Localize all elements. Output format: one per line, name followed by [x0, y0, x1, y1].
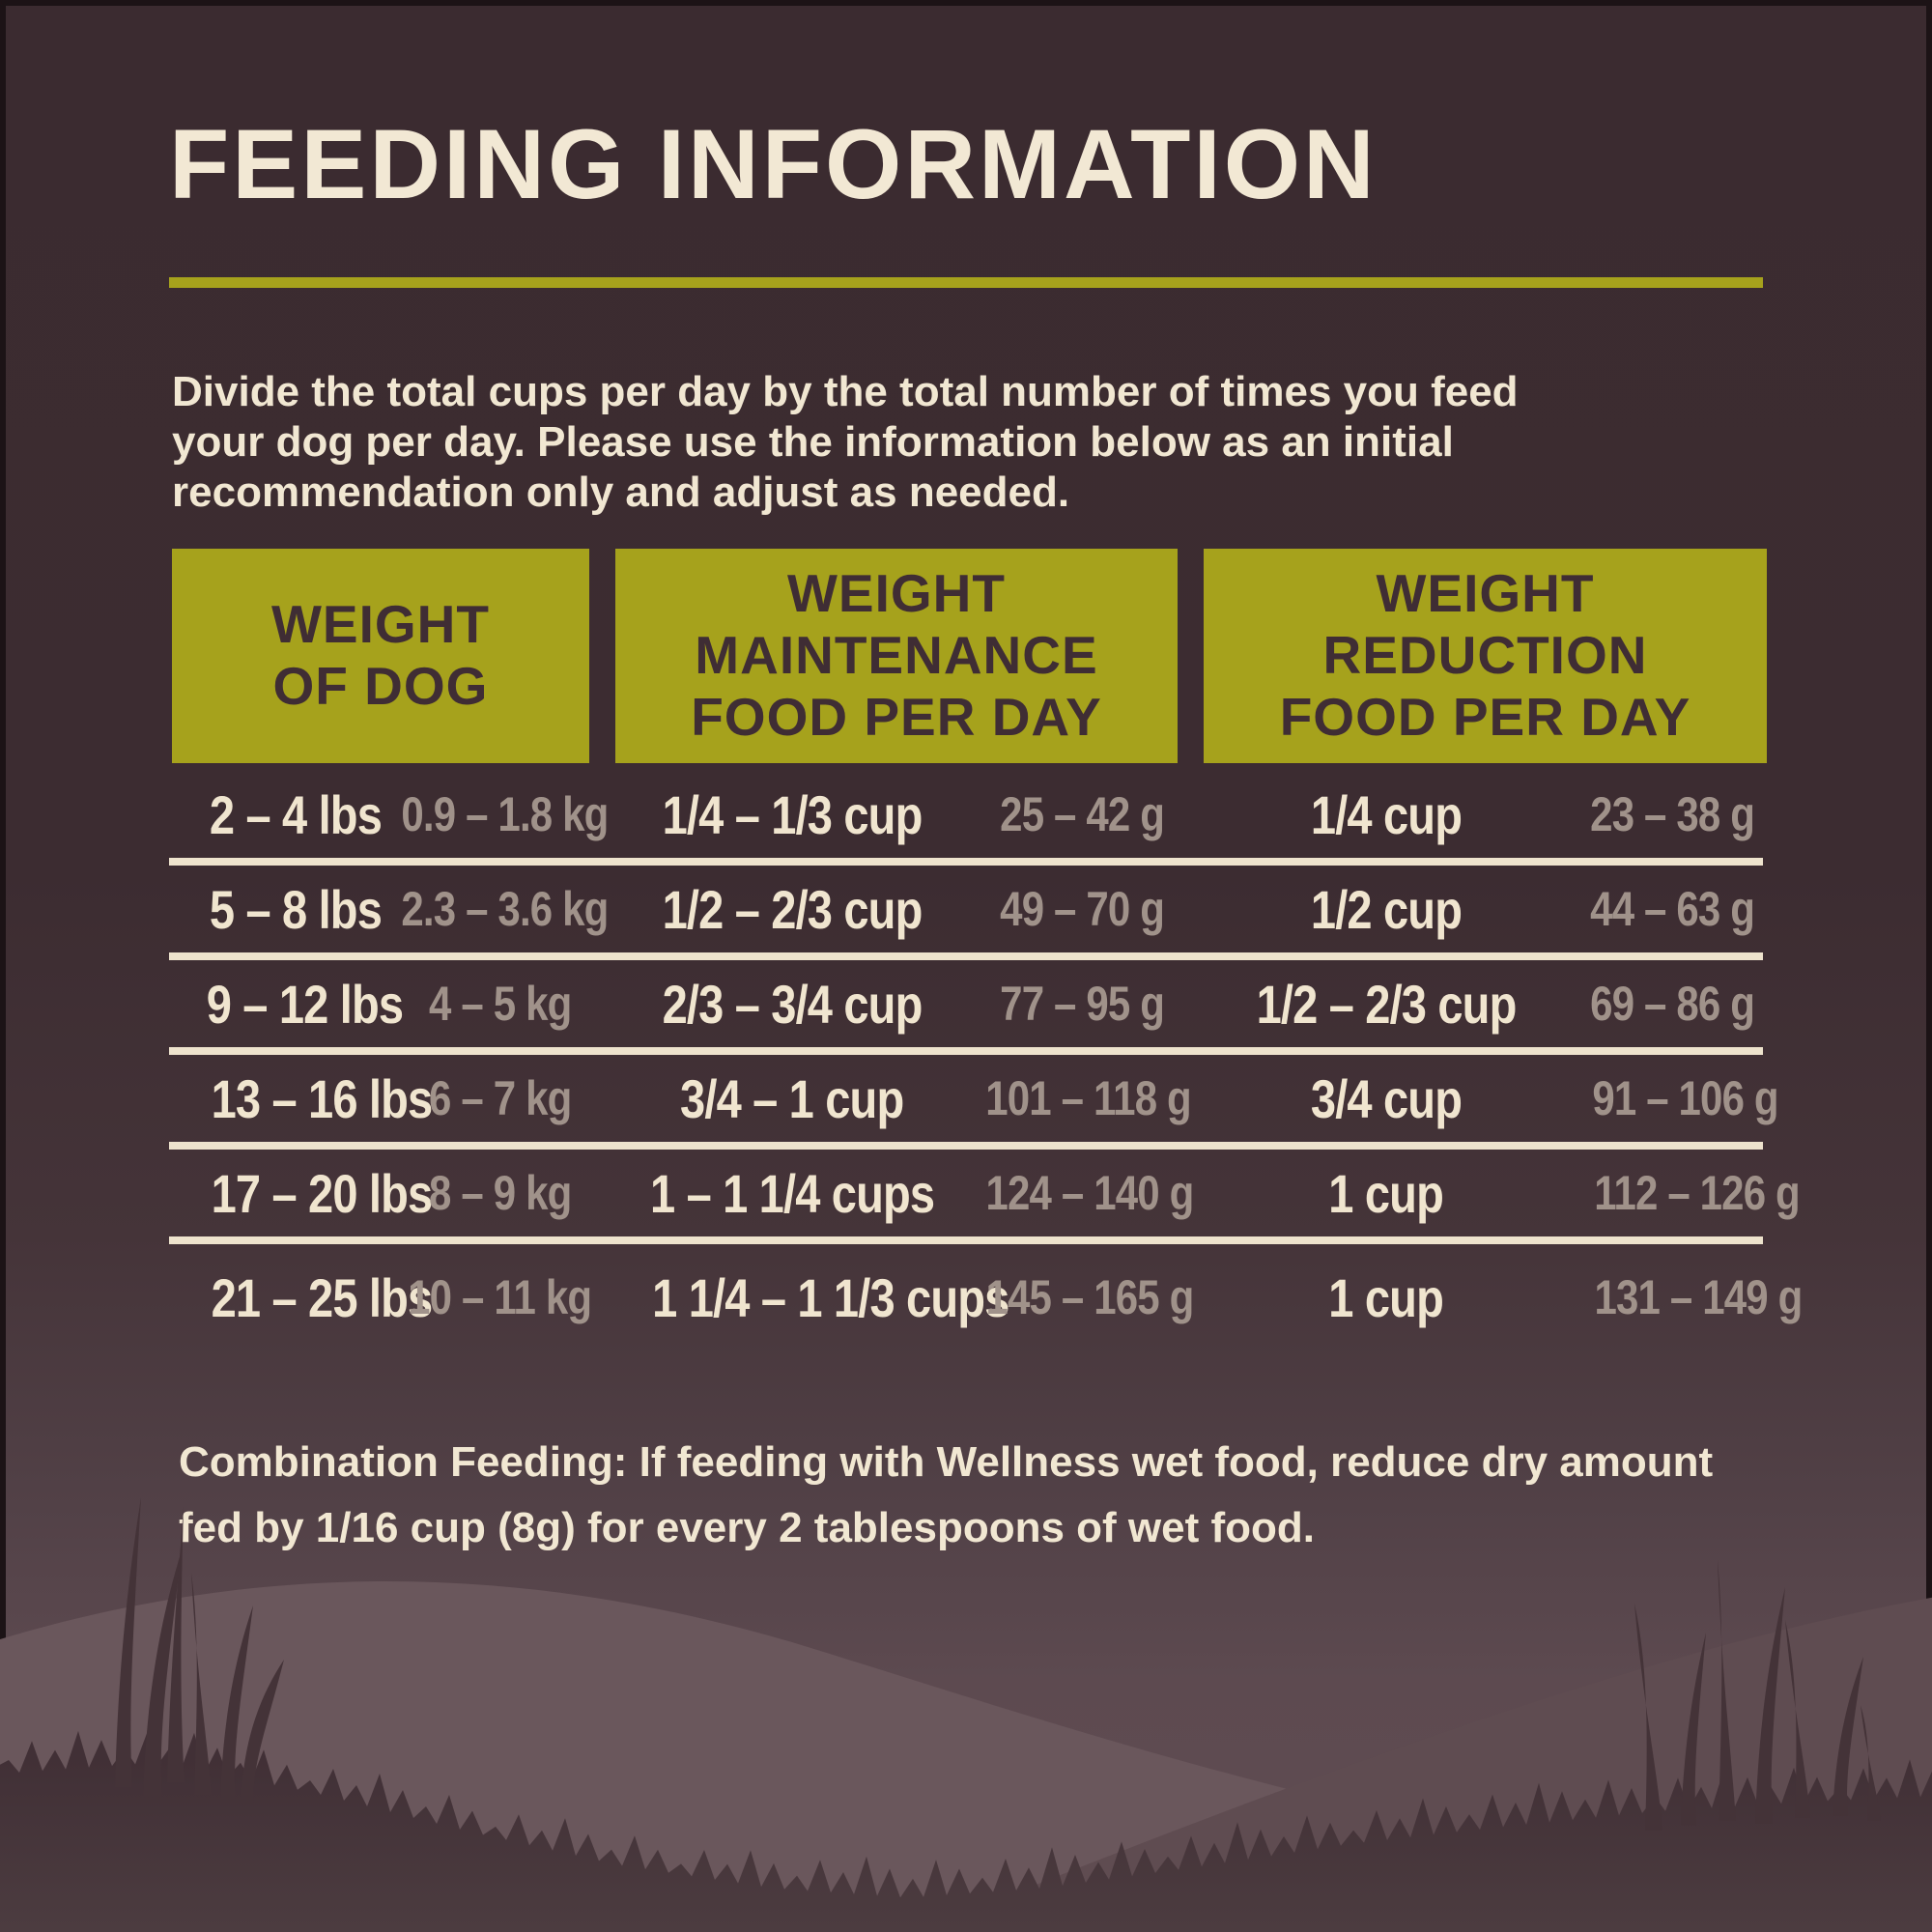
cell-maintenance-grams: 49 – 70 g — [1000, 882, 1165, 936]
cell-weight-lbs: 5 – 8 lbs — [209, 878, 383, 940]
cell-reduction-grams: 69 – 86 g — [1590, 977, 1755, 1031]
cell-reduction-grams: 91 – 106 g — [1592, 1071, 1778, 1125]
grass-tuft-right — [1681, 1633, 1706, 1826]
grass-tuft-left — [191, 1573, 212, 1795]
cell-reduction-cups: 1 cup — [1328, 1162, 1445, 1224]
row-divider — [169, 952, 1763, 960]
cell-reduction-cups: 1/4 cup — [1310, 783, 1463, 845]
table-row: 13 – 16 lbs 6 – 7 kg 3/4 – 1 cup 101 – 1… — [169, 1055, 1779, 1142]
grass-tuft-right — [1833, 1657, 1863, 1816]
table-row: 2 – 4 lbs 0.9 – 1.8 kg 1/4 – 1/3 cup 25 … — [169, 771, 1763, 858]
cell-maintenance-cups: 2/3 – 3/4 cup — [662, 973, 923, 1035]
background-hill-right — [995, 1597, 1932, 1901]
table-header-row: WEIGHT OF DOG WEIGHT MAINTENANCE FOOD PE… — [172, 549, 1767, 763]
feeding-table: 2 – 4 lbs 0.9 – 1.8 kg 1/4 – 1/3 cup 25 … — [169, 771, 1804, 1350]
cell-maintenance-cups: 1/4 – 1/3 cup — [662, 783, 923, 845]
row-divider — [169, 1047, 1763, 1055]
grass-tuft-right — [1785, 1620, 1810, 1818]
foreground-grass — [0, 1730, 1932, 1932]
cell-weight-lbs: 21 – 25 lbs — [211, 1266, 434, 1328]
cell-maintenance-grams: 101 – 118 g — [985, 1071, 1191, 1125]
cell-maintenance-cups: 1/2 – 2/3 cup — [662, 878, 923, 940]
row-divider — [169, 858, 1763, 866]
table-row: 17 – 20 lbs 8 – 9 kg 1 – 1 1/4 cups 124 … — [169, 1150, 1801, 1236]
cell-weight-lbs: 13 – 16 lbs — [211, 1067, 434, 1129]
header-weight-maintenance: WEIGHT MAINTENANCE FOOD PER DAY — [615, 549, 1178, 763]
cell-maintenance-grams: 77 – 95 g — [1000, 977, 1165, 1031]
background-hill-left — [0, 1581, 1932, 1932]
table-row: 21 – 25 lbs 10 – 11 kg 1 1/4 – 1 1/3 cup… — [169, 1244, 1804, 1350]
cell-maintenance-cups: 3/4 – 1 cup — [680, 1067, 904, 1129]
cell-maintenance-grams: 124 – 140 g — [985, 1166, 1194, 1220]
cell-reduction-grams: 131 – 149 g — [1594, 1270, 1803, 1324]
header-weight-of-dog: WEIGHT OF DOG — [172, 549, 589, 763]
cell-weight-kg: 2.3 – 3.6 kg — [401, 882, 609, 936]
cell-reduction-cups: 3/4 cup — [1310, 1067, 1463, 1129]
grass-tuft-left — [143, 1550, 182, 1797]
cell-maintenance-grams: 25 – 42 g — [1000, 787, 1165, 841]
cell-weight-lbs: 2 – 4 lbs — [209, 783, 383, 845]
table-row: 9 – 12 lbs 4 – 5 kg 2/3 – 3/4 cup 77 – 9… — [169, 960, 1763, 1047]
cell-weight-kg: 0.9 – 1.8 kg — [401, 787, 609, 841]
row-divider — [169, 1236, 1763, 1244]
cell-reduction-cups: 1 cup — [1328, 1266, 1445, 1328]
cell-weight-kg: 6 – 7 kg — [428, 1071, 572, 1125]
cell-weight-kg: 8 – 9 kg — [428, 1166, 572, 1220]
cell-maintenance-cups: 1 1/4 – 1 1/3 cups — [652, 1266, 1009, 1328]
grass-tuft-left — [220, 1605, 253, 1799]
cell-reduction-grams: 44 – 63 g — [1590, 882, 1755, 936]
note-label: Combination Feeding: — [179, 1438, 628, 1486]
intro-text: Divide the total cups per day by the tot… — [172, 368, 1519, 516]
cell-reduction-cups: 1/2 – 2/3 cup — [1256, 973, 1518, 1035]
grass-tuft-right — [1718, 1560, 1736, 1821]
cell-maintenance-grams: 145 – 165 g — [985, 1270, 1194, 1324]
cell-weight-lbs: 17 – 20 lbs — [211, 1162, 434, 1224]
cell-weight-kg: 4 – 5 kg — [428, 977, 572, 1031]
grass-tuft-right — [1755, 1587, 1785, 1824]
grass-tuft-left — [241, 1660, 284, 1804]
table-row: 5 – 8 lbs 2.3 – 3.6 kg 1/2 – 2/3 cup 49 … — [169, 866, 1763, 952]
grass-tuft-right — [1634, 1604, 1662, 1831]
cell-maintenance-cups: 1 – 1 1/4 cups — [649, 1162, 935, 1224]
page-title: FEEDING INFORMATION — [169, 109, 1378, 219]
cell-reduction-grams: 23 – 38 g — [1590, 787, 1755, 841]
cell-reduction-cups: 1/2 cup — [1310, 878, 1463, 940]
cell-weight-kg: 10 – 11 kg — [408, 1270, 592, 1324]
note-text: If feeding with Wellness wet food, reduc… — [179, 1438, 1714, 1552]
cell-weight-lbs: 9 – 12 lbs — [206, 973, 404, 1035]
row-divider — [169, 1142, 1763, 1150]
cell-reduction-grams: 112 – 126 g — [1594, 1166, 1800, 1220]
combination-feeding-note: Combination Feeding: If feeding with Wel… — [179, 1430, 1773, 1561]
header-weight-reduction: WEIGHT REDUCTION FOOD PER DAY — [1204, 549, 1767, 763]
green-divider-rule — [169, 277, 1763, 288]
grass-tuft-left — [115, 1497, 141, 1787]
grass-tuft-right — [1861, 1705, 1881, 1821]
